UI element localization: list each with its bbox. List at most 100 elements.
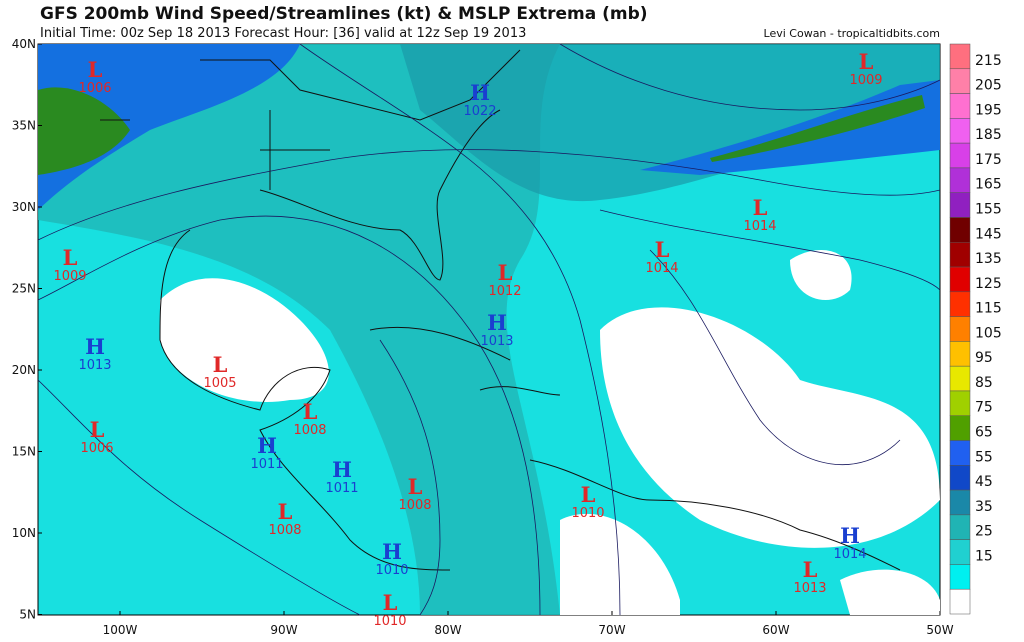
- extremum-letter: L: [213, 352, 228, 377]
- extremum-pressure: 1006: [78, 81, 111, 96]
- colorbar-label: 45: [975, 474, 993, 490]
- jet-region: [38, 44, 300, 210]
- lat-label: 40N: [12, 37, 36, 51]
- colorbar-label: 115: [975, 301, 1002, 317]
- colorbar-label: 165: [975, 177, 1002, 193]
- streamline: [599, 209, 941, 291]
- extremum-letter: L: [383, 590, 398, 615]
- extremum-letter: H: [487, 310, 507, 335]
- extremum-pressure: 1010: [373, 614, 406, 629]
- lon-label: 90W: [270, 623, 297, 637]
- extremum-letter: L: [655, 237, 670, 262]
- lat-label: 30N: [12, 200, 36, 214]
- extremum-letter: H: [382, 539, 402, 564]
- lat-label: 20N: [12, 363, 36, 377]
- lon-label: 80W: [434, 623, 461, 637]
- extremum-letter: L: [581, 482, 596, 507]
- extremum-pressure: 1013: [793, 581, 826, 596]
- colorbar-label: 125: [975, 276, 1002, 292]
- streamline: [37, 149, 941, 241]
- extremum-pressure: 1010: [375, 563, 408, 578]
- extremum-pressure: 1014: [743, 219, 776, 234]
- colorbar-swatch: [949, 564, 971, 590]
- extremum-letter: L: [88, 57, 103, 82]
- streamlines: [37, 43, 941, 616]
- jet-core: [710, 95, 925, 162]
- colorbar-swatch: [949, 242, 971, 268]
- colorbar-swatch: [949, 440, 971, 466]
- extremum-letter: L: [90, 417, 105, 442]
- colorbar-swatch: [949, 415, 971, 441]
- colorbar-label: 135: [975, 251, 1002, 267]
- colorbar-label: 35: [975, 499, 993, 515]
- streamline: [299, 43, 621, 616]
- colorbar-swatch: [949, 167, 971, 193]
- streamline: [649, 249, 901, 466]
- extremum-letter: H: [840, 523, 860, 548]
- coastline: [259, 109, 501, 281]
- lat-label: 10N: [12, 526, 36, 540]
- colorbar-label: 15: [975, 548, 993, 564]
- extremum-pressure: 1008: [293, 423, 326, 438]
- coastline: [479, 386, 561, 396]
- extremum-pressure: 1014: [833, 547, 866, 562]
- extremum-pressure: 1011: [325, 481, 358, 496]
- extremum-pressure: 1012: [488, 284, 521, 299]
- extremum-pressure: 1009: [53, 269, 86, 284]
- calm-area: [790, 250, 852, 300]
- extremum-pressure: 1008: [268, 523, 301, 538]
- credit: Levi Cowan - tropicaltidbits.com: [764, 27, 940, 40]
- colorbar-label: 25: [975, 524, 993, 540]
- calm-area: [840, 569, 940, 615]
- extremum-letter: L: [408, 474, 423, 499]
- calm-area: [160, 278, 329, 402]
- extremum-letter: L: [303, 399, 318, 424]
- extremum-letter: H: [332, 457, 352, 482]
- colorbar-label: 65: [975, 425, 993, 441]
- streamline: [559, 43, 941, 111]
- streamline: [379, 339, 441, 616]
- extremum-pressure: 1013: [480, 334, 513, 349]
- extremum-pressure: 1014: [645, 261, 678, 276]
- title: GFS 200mb Wind Speed/Streamlines (kt) & …: [40, 4, 648, 24]
- extremum-letter: H: [85, 334, 105, 359]
- colorbar-label: 55: [975, 449, 993, 465]
- colorbar-label: 95: [975, 350, 993, 366]
- extremum-pressure: 1009: [849, 73, 882, 88]
- coastline: [159, 229, 451, 571]
- colorbar-label: 85: [975, 375, 993, 391]
- lon-label: 70W: [598, 623, 625, 637]
- lat-label: 25N: [12, 282, 36, 296]
- extremum-pressure: 1022: [463, 104, 496, 119]
- colorbar-swatch: [949, 93, 971, 119]
- colorbar-swatch: [949, 43, 971, 70]
- colorbar-swatch: [949, 217, 971, 243]
- colorbar-swatch: [949, 588, 971, 615]
- coastline: [369, 326, 511, 361]
- colorbar-label: 205: [975, 78, 1002, 94]
- colorbar-swatch: [949, 118, 971, 144]
- lon-label: 100W: [103, 623, 138, 637]
- coastlines: [100, 49, 901, 571]
- colorbar-label: 105: [975, 325, 1002, 341]
- colorbar-label: 215: [975, 53, 1002, 69]
- extremum-letter: L: [278, 499, 293, 524]
- lat-label: 15N: [12, 445, 36, 459]
- colorbar-label: 75: [975, 400, 993, 416]
- calm-area: [600, 307, 940, 548]
- extremum-letter: L: [753, 195, 768, 220]
- calm-area: [560, 513, 680, 615]
- extremum-letter: H: [257, 433, 277, 458]
- subtitle: Initial Time: 00z Sep 18 2013 Forecast H…: [40, 26, 526, 41]
- extremum-pressure: 1008: [398, 498, 431, 513]
- colorbar-swatch: [949, 539, 971, 565]
- colorbar-label: 175: [975, 152, 1002, 168]
- lat-label: 35N: [12, 119, 36, 133]
- extremum-letter: L: [63, 245, 78, 270]
- lon-label: 50W: [926, 623, 953, 637]
- extremum-pressure: 1011: [250, 457, 283, 472]
- colorbar-swatch: [949, 390, 971, 416]
- colorbar-swatch: [949, 316, 971, 342]
